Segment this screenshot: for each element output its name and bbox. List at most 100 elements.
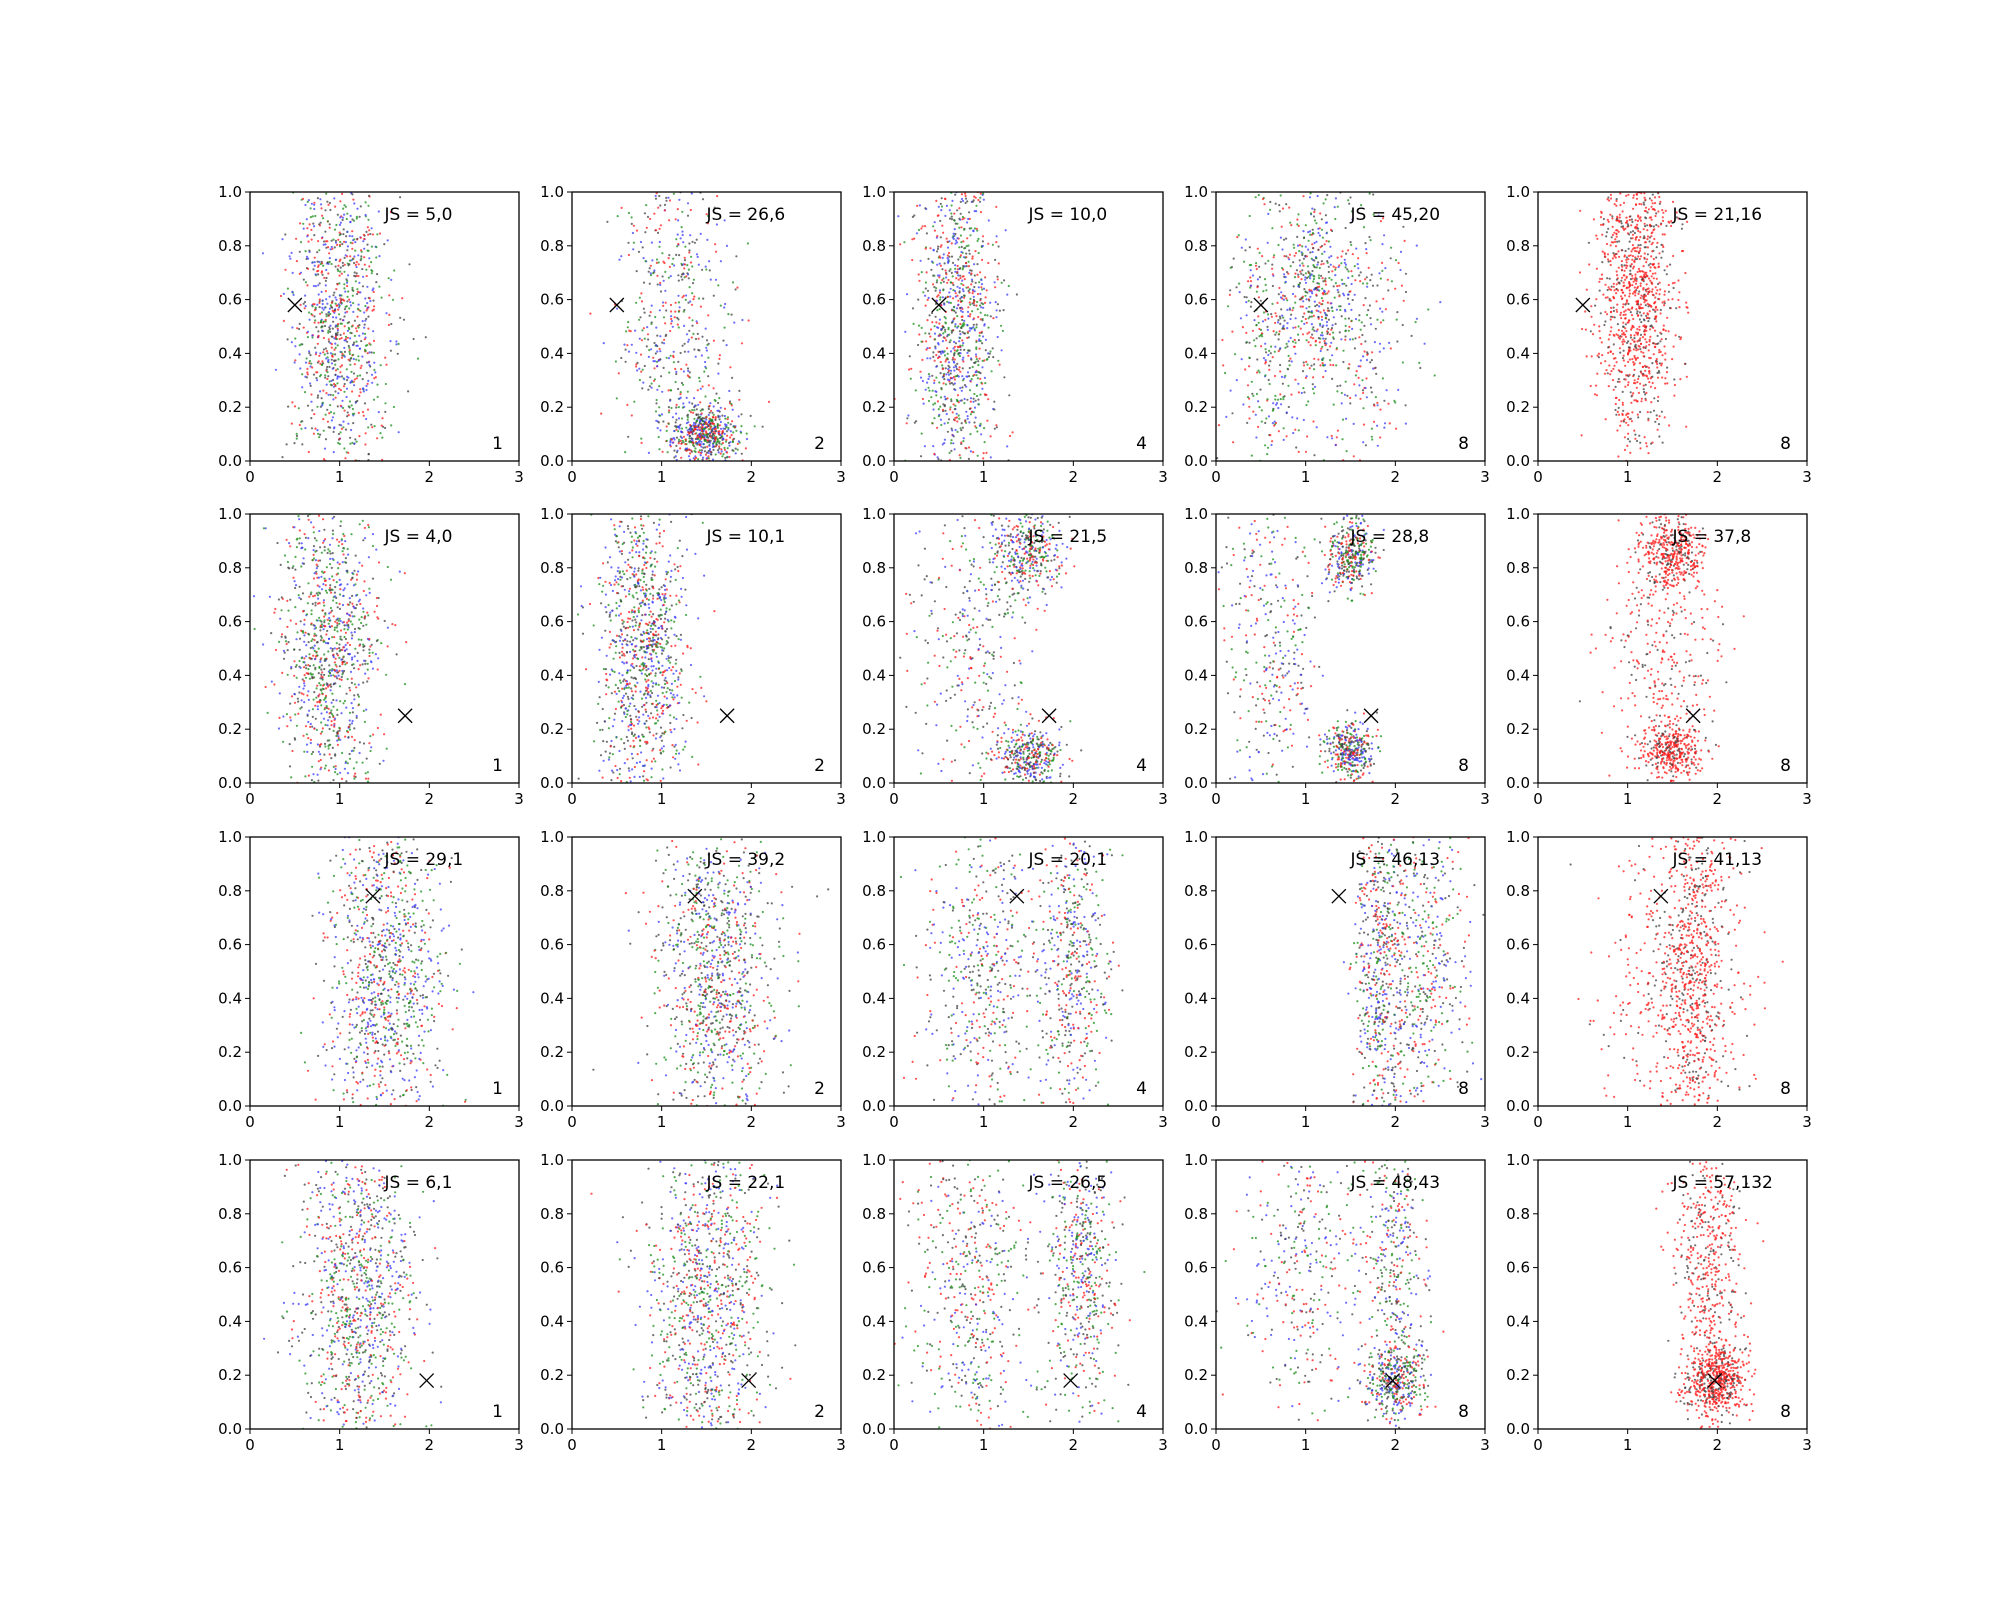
data-point [329, 325, 331, 327]
data-point [1334, 206, 1336, 208]
data-point [1320, 350, 1322, 352]
data-point [691, 325, 693, 327]
data-point [1277, 244, 1279, 246]
data-point [1649, 340, 1651, 342]
data-point [1268, 379, 1270, 381]
data-point [738, 390, 740, 392]
data-point [985, 296, 987, 298]
data-point [1271, 303, 1273, 305]
data-point [932, 351, 934, 353]
data-point [1579, 271, 1581, 273]
data-point [684, 443, 686, 445]
data-point [693, 409, 695, 411]
data-point [1322, 334, 1324, 336]
data-point [730, 423, 732, 425]
data-point [1342, 293, 1344, 295]
data-point [687, 302, 689, 304]
data-point [1323, 251, 1325, 253]
data-point [951, 256, 953, 258]
data-point [972, 326, 974, 328]
data-point [1297, 213, 1299, 215]
data-point [294, 337, 296, 339]
data-point [1345, 253, 1347, 255]
data-point [341, 273, 343, 275]
data-point [659, 350, 661, 352]
data-point [697, 458, 699, 460]
data-point [1376, 284, 1378, 286]
data-point [1603, 324, 1605, 326]
data-point [311, 334, 313, 336]
data-point [334, 246, 336, 248]
data-point [1662, 250, 1664, 252]
data-point [321, 397, 323, 399]
data-point [1366, 396, 1368, 398]
data-point [1380, 278, 1382, 280]
data-point [959, 290, 961, 292]
data-point [681, 427, 683, 429]
data-point [676, 404, 678, 406]
y-tick-label: 0.2 [218, 398, 242, 416]
data-point [673, 450, 675, 452]
data-point [331, 336, 333, 338]
data-point [956, 307, 958, 309]
data-point [303, 327, 305, 329]
data-point [1280, 237, 1282, 239]
data-point [648, 452, 650, 454]
data-point [937, 456, 939, 458]
data-point [356, 272, 358, 274]
data-point [950, 370, 952, 372]
data-point [1660, 312, 1662, 314]
data-point [972, 292, 974, 294]
data-point [1639, 231, 1641, 233]
data-point [704, 361, 706, 363]
data-point [996, 235, 998, 237]
data-point [678, 280, 680, 282]
data-point [313, 413, 315, 415]
data-point [1590, 316, 1592, 318]
data-point [934, 221, 936, 223]
data-point [1294, 273, 1296, 275]
data-point [668, 357, 670, 359]
data-point [694, 428, 696, 430]
data-point [946, 238, 948, 240]
data-point [1644, 374, 1646, 376]
data-point [1365, 444, 1367, 446]
data-point [951, 272, 953, 274]
data-point [708, 440, 710, 442]
data-point [1311, 292, 1313, 294]
data-point [306, 368, 308, 370]
data-point [313, 433, 315, 435]
data-point [696, 420, 698, 422]
data-point [918, 280, 920, 282]
data-point [1649, 336, 1651, 338]
data-point [1243, 261, 1245, 263]
data-point [922, 225, 924, 227]
data-point [1326, 232, 1328, 234]
data-point [1370, 387, 1372, 389]
data-point [959, 307, 961, 309]
data-point [1345, 264, 1347, 266]
data-point [1259, 389, 1261, 391]
data-point [1253, 339, 1255, 341]
data-point [687, 391, 689, 393]
data-point [1366, 359, 1368, 361]
data-point [1312, 388, 1314, 390]
data-point [1626, 261, 1628, 263]
data-point [712, 433, 714, 435]
data-point [1634, 274, 1636, 276]
data-point [1310, 344, 1312, 346]
data-point [679, 306, 681, 308]
data-point [1277, 407, 1279, 409]
data-point [984, 314, 986, 316]
data-point [351, 230, 353, 232]
data-point [1658, 252, 1660, 254]
data-point [1312, 420, 1314, 422]
data-point [309, 354, 311, 356]
data-point [315, 377, 317, 379]
data-point [972, 289, 974, 291]
data-point [659, 335, 661, 337]
data-point [1389, 422, 1391, 424]
data-point [1635, 347, 1637, 349]
data-point [721, 431, 723, 433]
data-point [965, 198, 967, 200]
